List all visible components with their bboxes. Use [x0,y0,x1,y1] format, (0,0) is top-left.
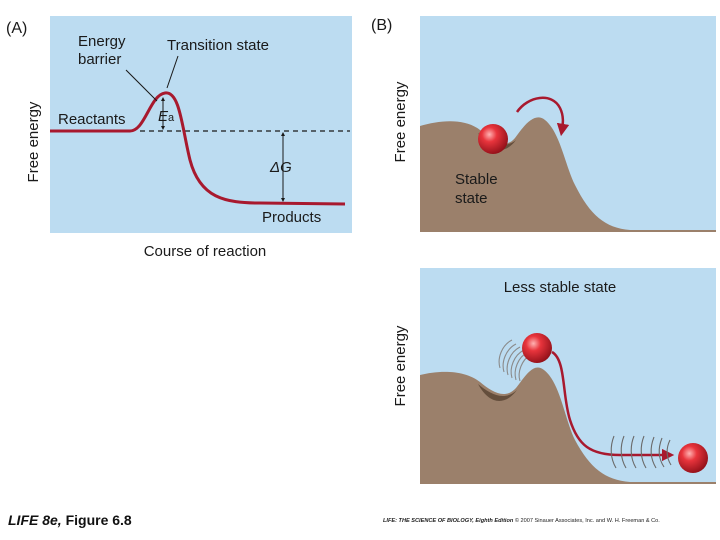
less-stable-bottom-ball [678,443,708,473]
bottom-ball-motion-lines [610,435,672,469]
ea-symbol: E [158,108,169,125]
panel-b-bottom-y-axis-label: Free energy [392,325,409,406]
panel-b: (B) Free energy Stable state Free energy… [371,16,716,484]
rolling-path-arrow [551,350,675,462]
panel-a-y-axis-label: Free energy [25,101,42,182]
reactants-label: Reactants [58,111,126,128]
less-stable-title: Less stable state [504,279,617,296]
figure-caption-number: Figure 6.8 [61,512,132,528]
figure-caption-title: LIFE 8e, [8,512,62,528]
panel-a-label: (A) [6,20,27,37]
panel-b-top: Free energy Stable state [392,16,716,232]
panel-a: (A) Free energy Course of reaction E a Δ… [6,16,352,260]
panel-b-label: (B) [371,17,392,34]
stable-state-ball [478,124,508,154]
delta-g-label: ΔG [269,159,292,176]
energy-barrier-label-line1: Energy [78,33,126,50]
panel-a-background [50,16,352,233]
products-label: Products [262,209,321,226]
panel-a-x-axis-label: Course of reaction [144,243,267,260]
credit-book-title: LIFE: THE SCIENCE OF BIOLOGY, Eighth Edi… [383,518,514,524]
less-stable-top-ball [522,333,552,363]
less-stable-valley-shadow [478,384,517,401]
panel-b-bottom: Free energy Less stable state [392,268,716,484]
credit-publisher: © 2007 Sinauer Associates, Inc. and W. H… [513,518,660,524]
stable-valley-shadow [478,133,516,151]
stable-state-arrow [515,96,570,137]
transition-state-pointer [166,55,179,89]
transition-state-label: Transition state [167,37,269,54]
reaction-energy-curve [50,91,346,206]
ea-subscript: a [168,112,175,124]
energy-barrier-pointer [125,69,158,102]
stable-label-line2: state [455,190,488,207]
panel-b-top-y-axis-label: Free energy [392,81,409,162]
stable-label-line1: Stable [455,171,498,188]
energy-barrier-label-line2: barrier [78,51,121,68]
copyright-credit: LIFE: THE SCIENCE OF BIOLOGY, Eighth Edi… [383,518,660,524]
figure-caption: LIFE 8e, Figure 6.8 [8,512,132,528]
